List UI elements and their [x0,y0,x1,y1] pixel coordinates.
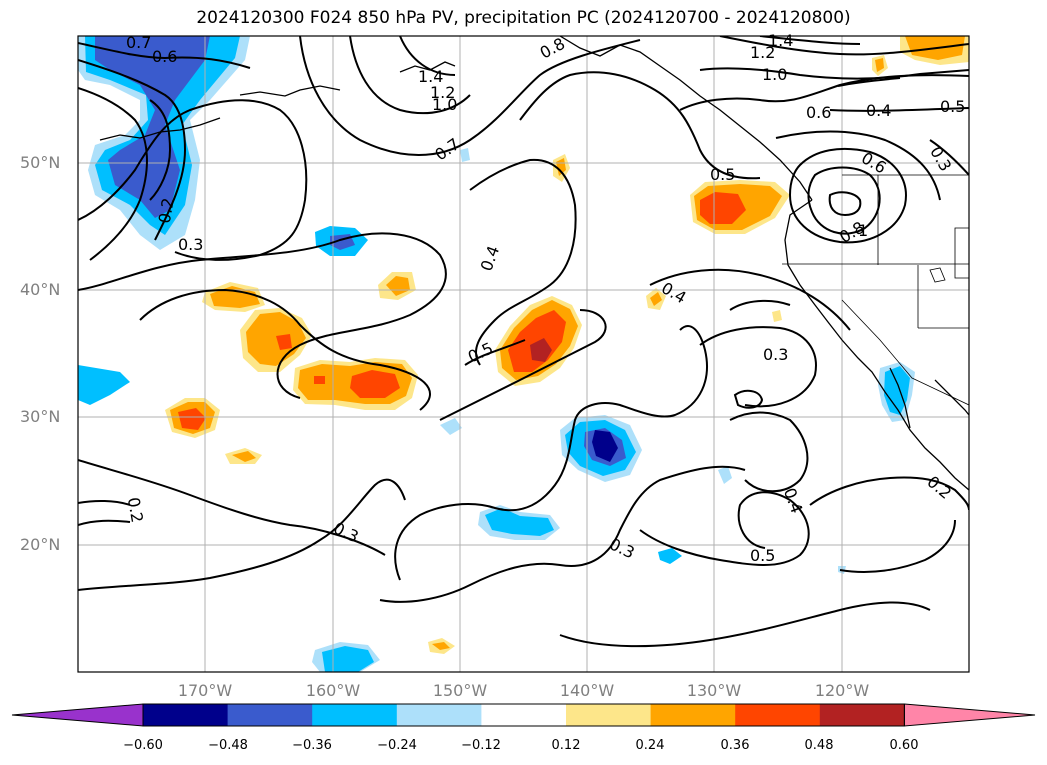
contour-label: 0.2 [923,472,955,503]
contour-label: 1.4 [418,67,443,86]
colorbar-segment [481,704,567,726]
contour-label: 1.2 [430,83,455,102]
contour-label: 0.2 [124,496,147,524]
colorbar-segment [650,704,736,726]
colorbar-tick: 0.36 [720,738,750,753]
contour-label: 0.2 [155,196,178,224]
coastline [99,36,969,491]
contour-label: 0.4 [477,243,504,273]
lon-label-130w: 130°W [686,681,742,700]
colorbar-segment [312,704,398,726]
contour-label: 0.7 [126,33,151,52]
colorbar-tick: −0.12 [461,738,501,753]
map-title: 2024120300 F024 850 hPa PV, precipitatio… [196,8,851,28]
colorbar-segment [735,704,821,726]
contour-label: 0.5 [940,97,965,116]
positive-precip-shading [165,36,969,654]
lat-label-40n: 40°N [20,280,61,299]
colorbar-tick: 0.48 [804,738,834,753]
contour-label: 0.6 [806,103,831,122]
contour-label: 0.4 [866,101,891,120]
contour-label: 0.6 [858,148,890,177]
map-frame [77,35,970,673]
negative-precip-shading [78,36,915,672]
contour-label: 1.4 [768,31,793,50]
pv-contours [78,36,969,648]
lon-label-120w: 120°W [814,681,870,700]
colorbar-tick: 0.12 [551,738,581,753]
contour-label: 1.0 [762,65,787,84]
contour-label: 1.0 [432,95,457,114]
colorbar-segment [566,704,652,726]
lat-label-50n: 50°N [20,153,61,172]
lat-label-20n: 20°N [20,535,61,554]
lon-label-160w: 160°W [305,681,361,700]
colorbar-tick: 0.24 [635,738,665,753]
colorbar-segment [396,704,482,726]
colorbar-tick: −0.36 [292,738,332,753]
contour-label: 0.3 [763,345,788,364]
contour-label: 0.3 [926,143,955,175]
contour-label: 0.5 [710,165,735,184]
lon-label-150w: 150°W [432,681,488,700]
colorbar-tick: −0.60 [123,738,163,753]
lon-label-140w: 140°W [559,681,615,700]
contour-label: 0.4 [780,485,807,515]
lon-label-170w: 170°W [177,681,233,700]
colorbar-extend-high [903,703,1036,727]
contour-label: 0.3 [607,534,638,562]
colorbar-tick: −0.24 [377,738,417,753]
colorbar-outline [142,703,905,727]
map-canvas: 0.7 0.6 0.8 1.4 1.2 1.0 1.4 1.2 1.0 0.6 … [77,31,970,673]
contour-label: 0.6 [152,47,177,66]
contour-label: 1 [858,221,868,240]
colorbar-segment [819,704,905,726]
colorbar-tick: −0.48 [208,738,248,753]
colorbar-extend-low [11,703,144,727]
colorbar-segment [143,704,229,726]
lat-label-30n: 30°N [20,407,61,426]
contour-label: 1.2 [750,43,775,62]
contour-label: 0.7 [431,134,463,164]
colorbar-segment [227,704,313,726]
contour-label: 0.5 [750,546,775,565]
colorbar-tick: 0.60 [889,738,919,753]
contour-label: 0.3 [178,235,203,254]
